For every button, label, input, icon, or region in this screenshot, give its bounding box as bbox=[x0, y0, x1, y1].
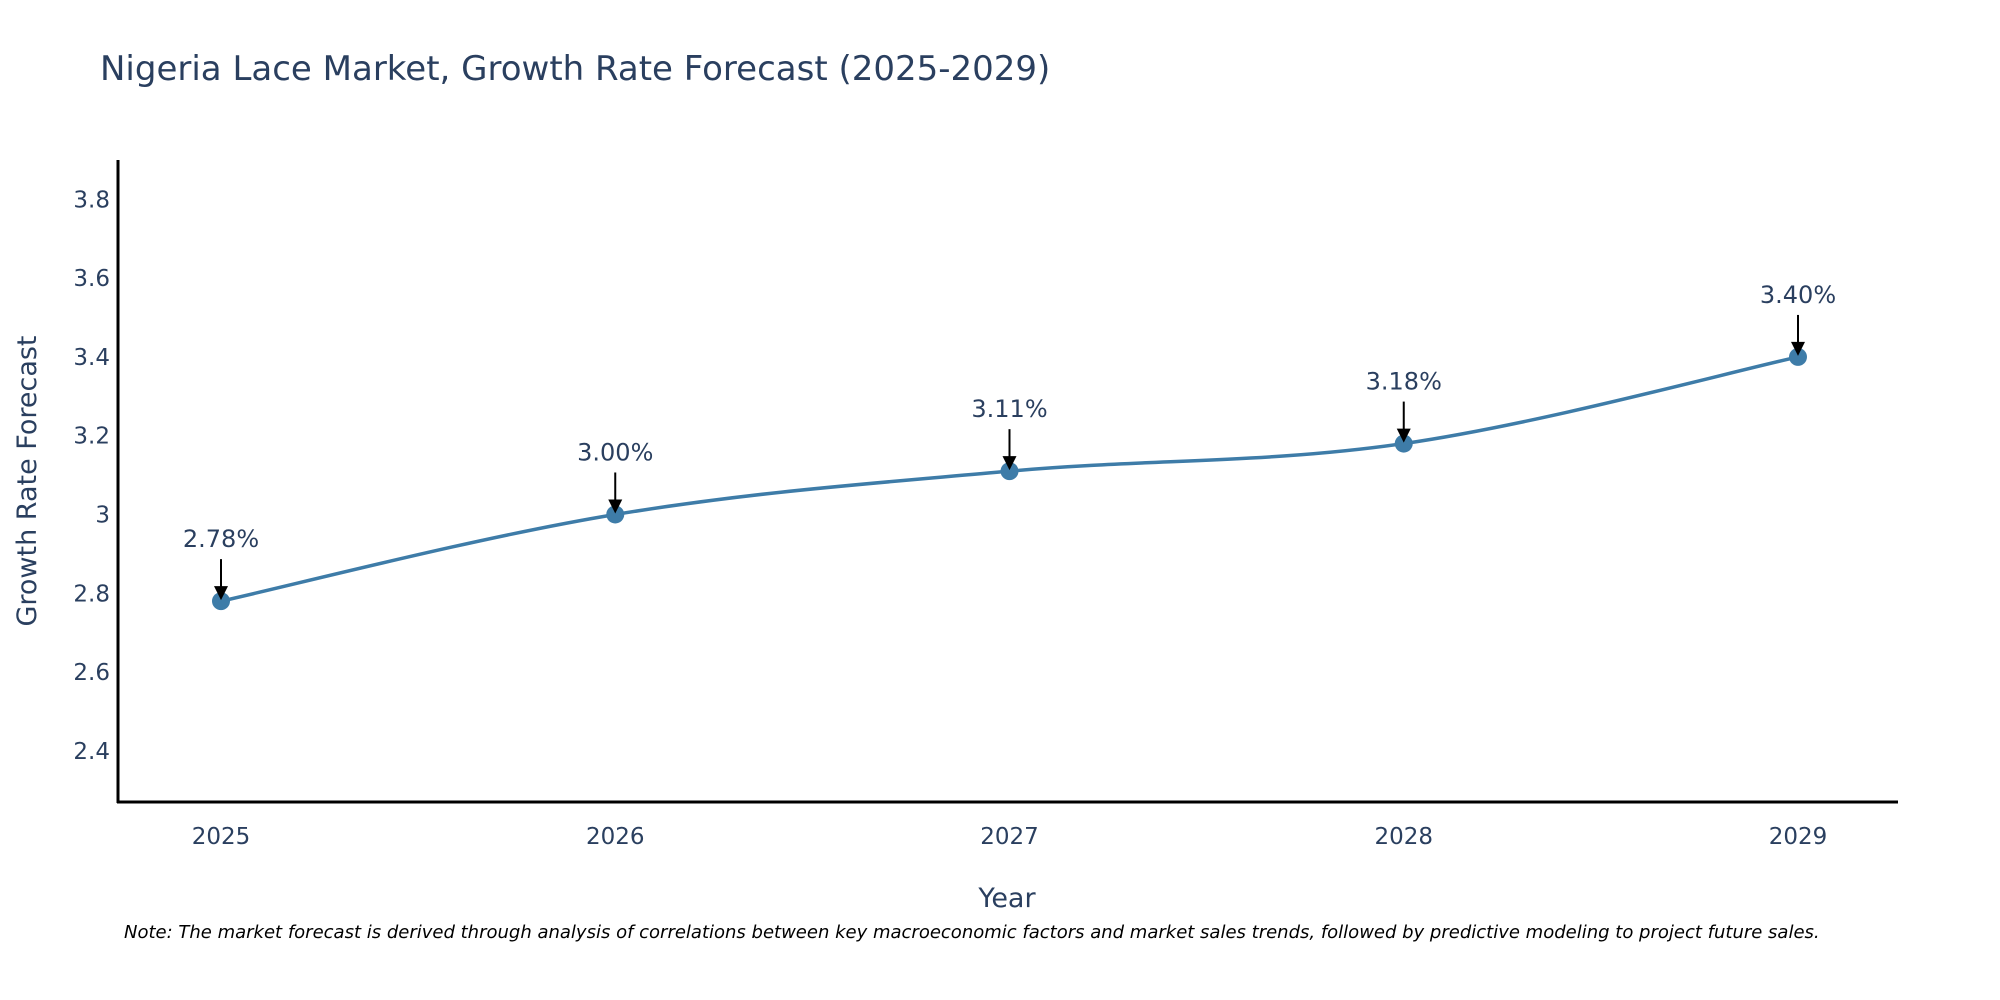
data-point bbox=[1394, 434, 1413, 453]
data-label: 3.40% bbox=[1760, 281, 1836, 309]
annotation-arrow-head bbox=[214, 586, 228, 601]
data-label: 3.18% bbox=[1366, 368, 1442, 396]
y-tick-label: 2.4 bbox=[73, 739, 110, 765]
x-axis-ticks: 2025 2026 2027 2028 2029 bbox=[192, 824, 1828, 850]
x-tick-label: 2025 bbox=[192, 824, 251, 850]
y-tick-label: 3.4 bbox=[73, 345, 110, 371]
x-tick-label: 2027 bbox=[980, 824, 1039, 850]
x-tick-label: 2029 bbox=[1769, 824, 1828, 850]
y-axis-title: Growth Rate Forecast bbox=[12, 335, 43, 626]
data-point bbox=[1789, 347, 1807, 366]
y-tick-label: 3 bbox=[95, 502, 110, 528]
data-annotations: 2.78% 3.00% 3.11% 3.18% 3.40% bbox=[183, 281, 1836, 601]
annotation-arrow-head bbox=[1002, 456, 1017, 471]
y-tick-label: 3.8 bbox=[73, 187, 110, 213]
series-markers bbox=[212, 347, 1807, 611]
data-label: 3.00% bbox=[577, 438, 653, 466]
x-axis-title: Year bbox=[977, 883, 1036, 914]
chart-title: Nigeria Lace Market, Growth Rate Forecas… bbox=[100, 49, 1050, 89]
data-point bbox=[212, 592, 230, 611]
annotation-arrow-head bbox=[1791, 341, 1805, 356]
data-label: 3.11% bbox=[971, 395, 1047, 423]
y-tick-label: 2.8 bbox=[73, 581, 110, 607]
data-point bbox=[1000, 462, 1019, 481]
footnote: Note: The market forecast is derived thr… bbox=[124, 922, 1820, 943]
data-point bbox=[606, 505, 625, 524]
annotation-arrow-head bbox=[608, 499, 623, 514]
y-tick-label: 3.2 bbox=[73, 424, 110, 450]
x-tick-label: 2028 bbox=[1374, 824, 1433, 850]
y-tick-label: 2.6 bbox=[73, 660, 110, 686]
annotation-arrow-head bbox=[1396, 428, 1411, 443]
y-tick-label: 3.6 bbox=[73, 266, 110, 292]
x-tick-label: 2026 bbox=[586, 824, 645, 850]
data-label: 2.78% bbox=[183, 525, 259, 553]
y-axis-ticks: 2.4 2.6 2.8 3 3.2 3.4 3.6 3.8 bbox=[73, 187, 110, 764]
